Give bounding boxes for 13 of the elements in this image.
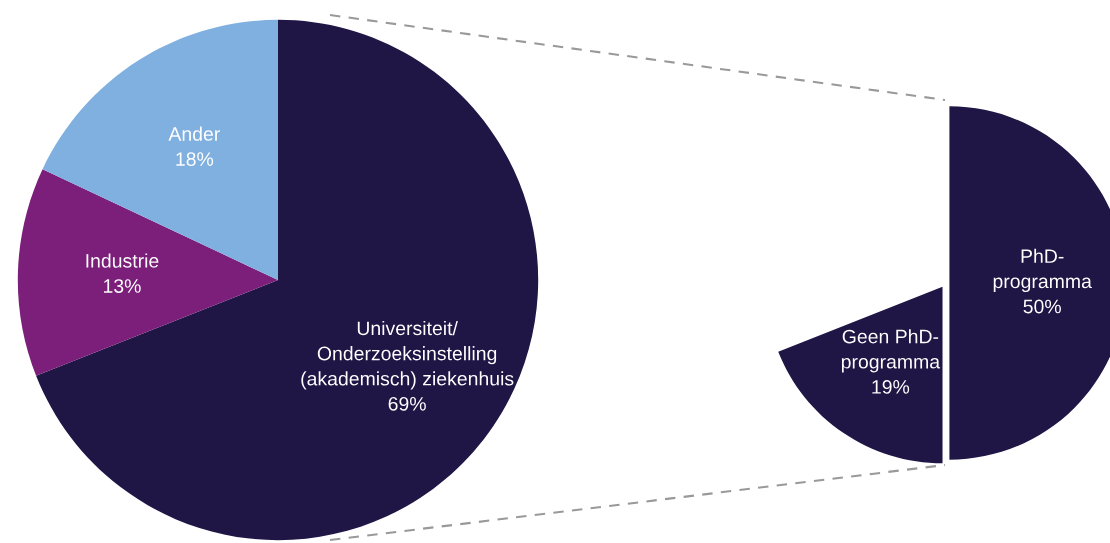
slice-label: Geen PhD- programma bbox=[841, 329, 941, 373]
slice-label: Ander bbox=[168, 126, 220, 141]
data-label: 50% bbox=[1023, 299, 1061, 314]
data-label: 69% bbox=[388, 396, 426, 411]
data-label: 13% bbox=[103, 279, 141, 293]
pie-slice bbox=[42, 19, 278, 280]
pie-slice bbox=[17, 169, 278, 376]
pie-slice bbox=[36, 19, 539, 541]
data-label: 19% bbox=[872, 380, 910, 394]
slice-label: Industrie bbox=[86, 253, 159, 268]
slice-label: Universiteit/ Onderzoeksinstelling (akademisch) ziekenhuis bbox=[301, 320, 514, 390]
slice-label: PhD- programma bbox=[993, 248, 1092, 293]
data-label: 18% bbox=[176, 152, 214, 166]
